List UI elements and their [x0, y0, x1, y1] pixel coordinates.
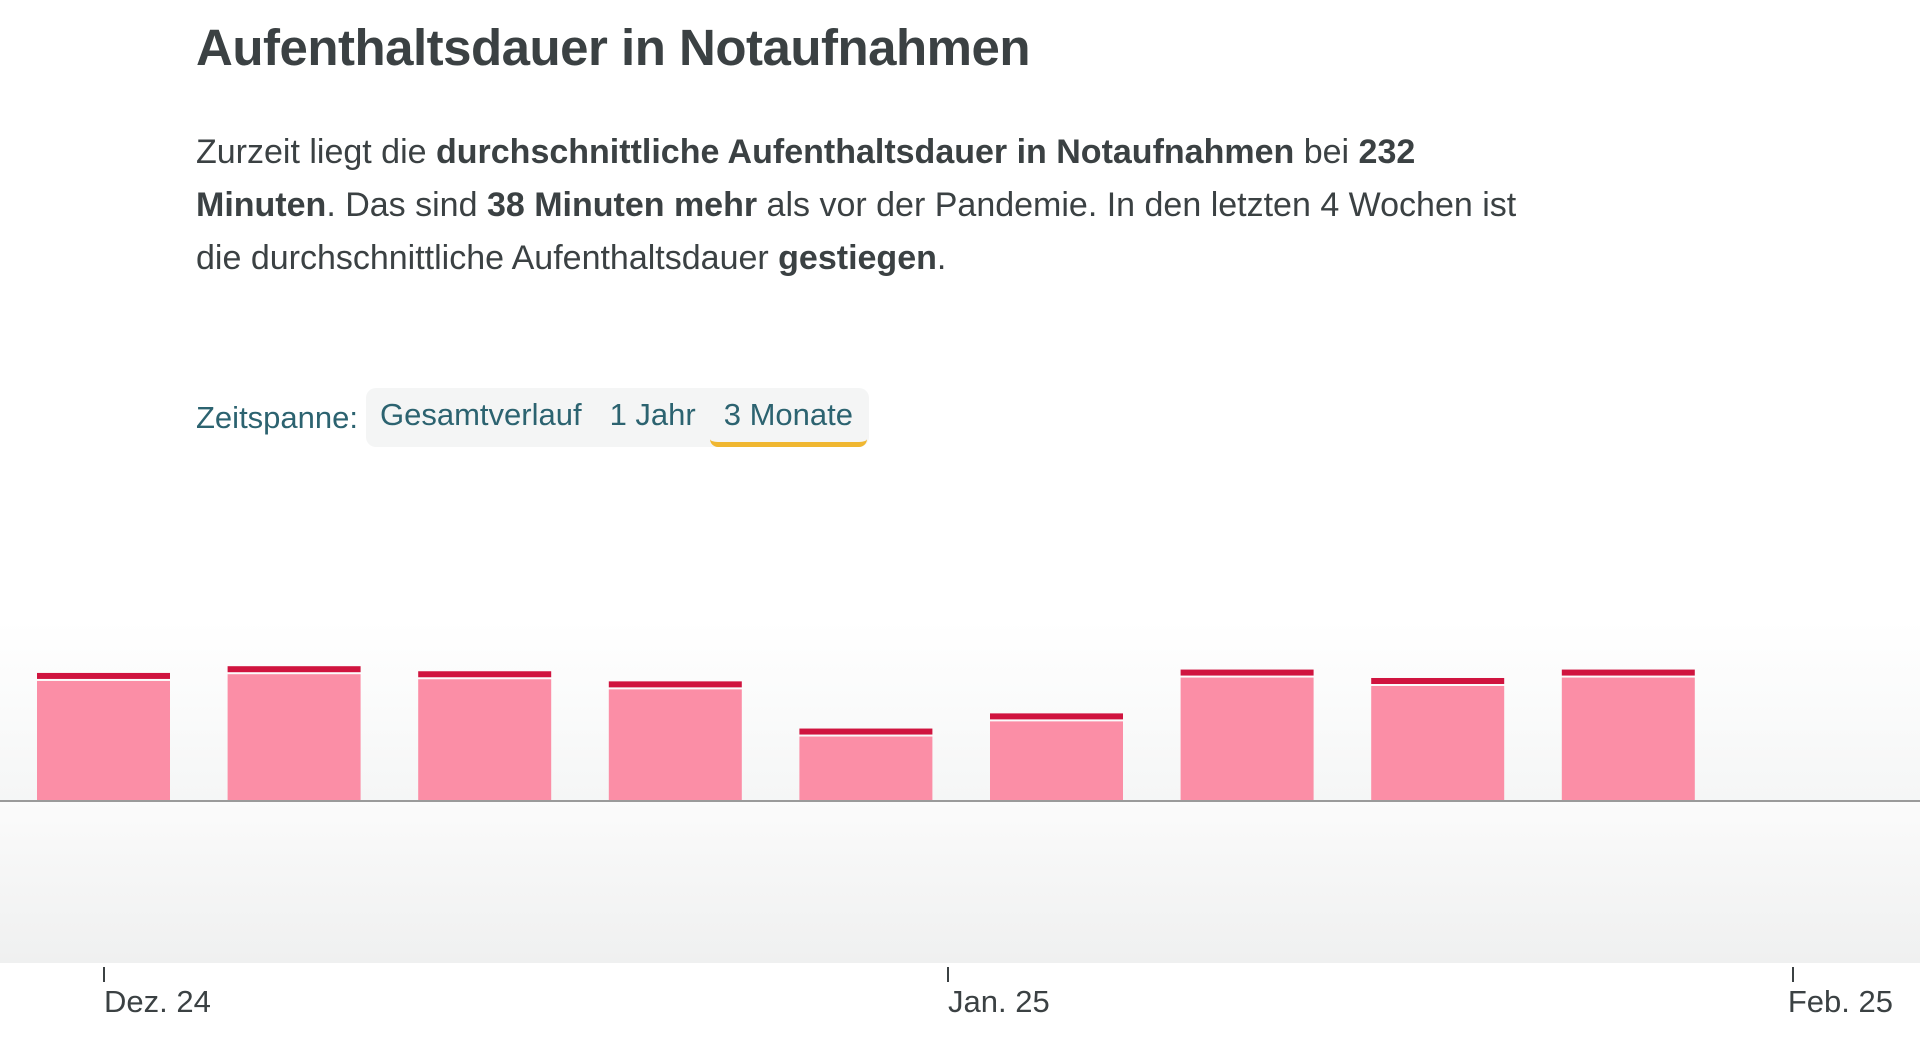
bar-body: [418, 679, 552, 801]
summary-bold-metric: durchschnittliche Aufenthaltsdauer in No…: [436, 133, 1295, 171]
time-range-selector: Zeitspanne: Gesamtverlauf 1 Jahr 3 Monat…: [196, 388, 870, 447]
summary-text-2: bei: [1294, 133, 1359, 171]
bar-body: [227, 674, 361, 801]
tab-gesamtverlauf[interactable]: Gesamtverlauf: [380, 397, 582, 432]
bar-body: [990, 721, 1123, 801]
bar-body: [1561, 677, 1695, 801]
chart-background-lower: [0, 801, 1920, 963]
stay-duration-chart: Dez. 24 Jan. 25 Feb. 25: [0, 620, 1920, 1019]
bar: [1371, 677, 1505, 801]
summary-bold-difference: 38 Minuten mehr: [486, 186, 758, 224]
bar: [37, 672, 170, 801]
bar-cap: [608, 681, 742, 688]
bar-cap: [799, 728, 933, 735]
summary-text: Zurzeit liegt die durchschnittliche Aufe…: [196, 126, 1526, 285]
tab-3-monate[interactable]: 3 Monate: [709, 388, 868, 447]
bar-body: [37, 680, 170, 801]
time-range-tabs: Gesamtverlauf 1 Jahr 3 Monate: [366, 388, 870, 447]
page-title: Aufenthaltsdauer in Notaufnahmen: [196, 19, 1031, 76]
bar: [227, 666, 361, 801]
bar: [990, 713, 1123, 801]
summary-text-3: . Das sind: [326, 186, 487, 224]
bar-body: [799, 736, 933, 801]
x-tick-label: Jan. 25: [948, 984, 1050, 1019]
bar-cap: [227, 666, 361, 673]
bar: [418, 671, 552, 801]
x-axis: Dez. 24 Jan. 25 Feb. 25: [103, 967, 1893, 1019]
bar-body: [1180, 677, 1314, 801]
bar: [608, 681, 742, 801]
bar-cap: [1371, 677, 1505, 684]
x-tick-label: Feb. 25: [1788, 984, 1893, 1019]
summary-bold-current-value: 232 Minuten: [196, 133, 1416, 224]
bar-cap: [37, 672, 170, 679]
summary-text-4: als vor der Pandemie. In den letzten 4 W…: [196, 186, 1517, 277]
tab-1-jahr[interactable]: 1 Jahr: [609, 397, 696, 432]
bar-body: [608, 689, 742, 801]
bar: [1180, 669, 1314, 801]
summary-bold-trend: gestiegen: [778, 239, 937, 277]
bar: [799, 728, 933, 801]
bar-cap: [418, 671, 552, 678]
bar-cap: [1561, 669, 1695, 676]
summary-text-5: .: [936, 239, 947, 277]
x-tick-label: Dez. 24: [104, 984, 211, 1019]
bar: [1561, 669, 1695, 801]
bar-cap: [990, 713, 1123, 720]
bars-group: [37, 666, 1695, 801]
summary-text-1: Zurzeit liegt die: [196, 133, 436, 171]
time-range-label: Zeitspanne:: [196, 399, 358, 435]
bar-body: [1371, 685, 1505, 801]
bar-cap: [1180, 669, 1314, 676]
